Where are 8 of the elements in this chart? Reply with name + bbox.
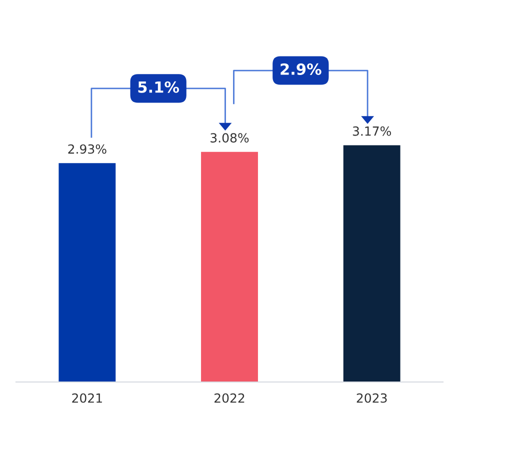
x-tick-label: 2023	[356, 393, 387, 403]
x-tick-label: 2021	[72, 393, 102, 403]
x-tick-label: 2022	[214, 393, 244, 403]
data-label: 2.93%	[68, 144, 106, 154]
data-label: 3.08%	[210, 133, 249, 143]
text: 2.9%	[280, 63, 322, 75]
text: 5.1%	[138, 81, 180, 93]
data-label: 3.17%	[352, 126, 391, 136]
